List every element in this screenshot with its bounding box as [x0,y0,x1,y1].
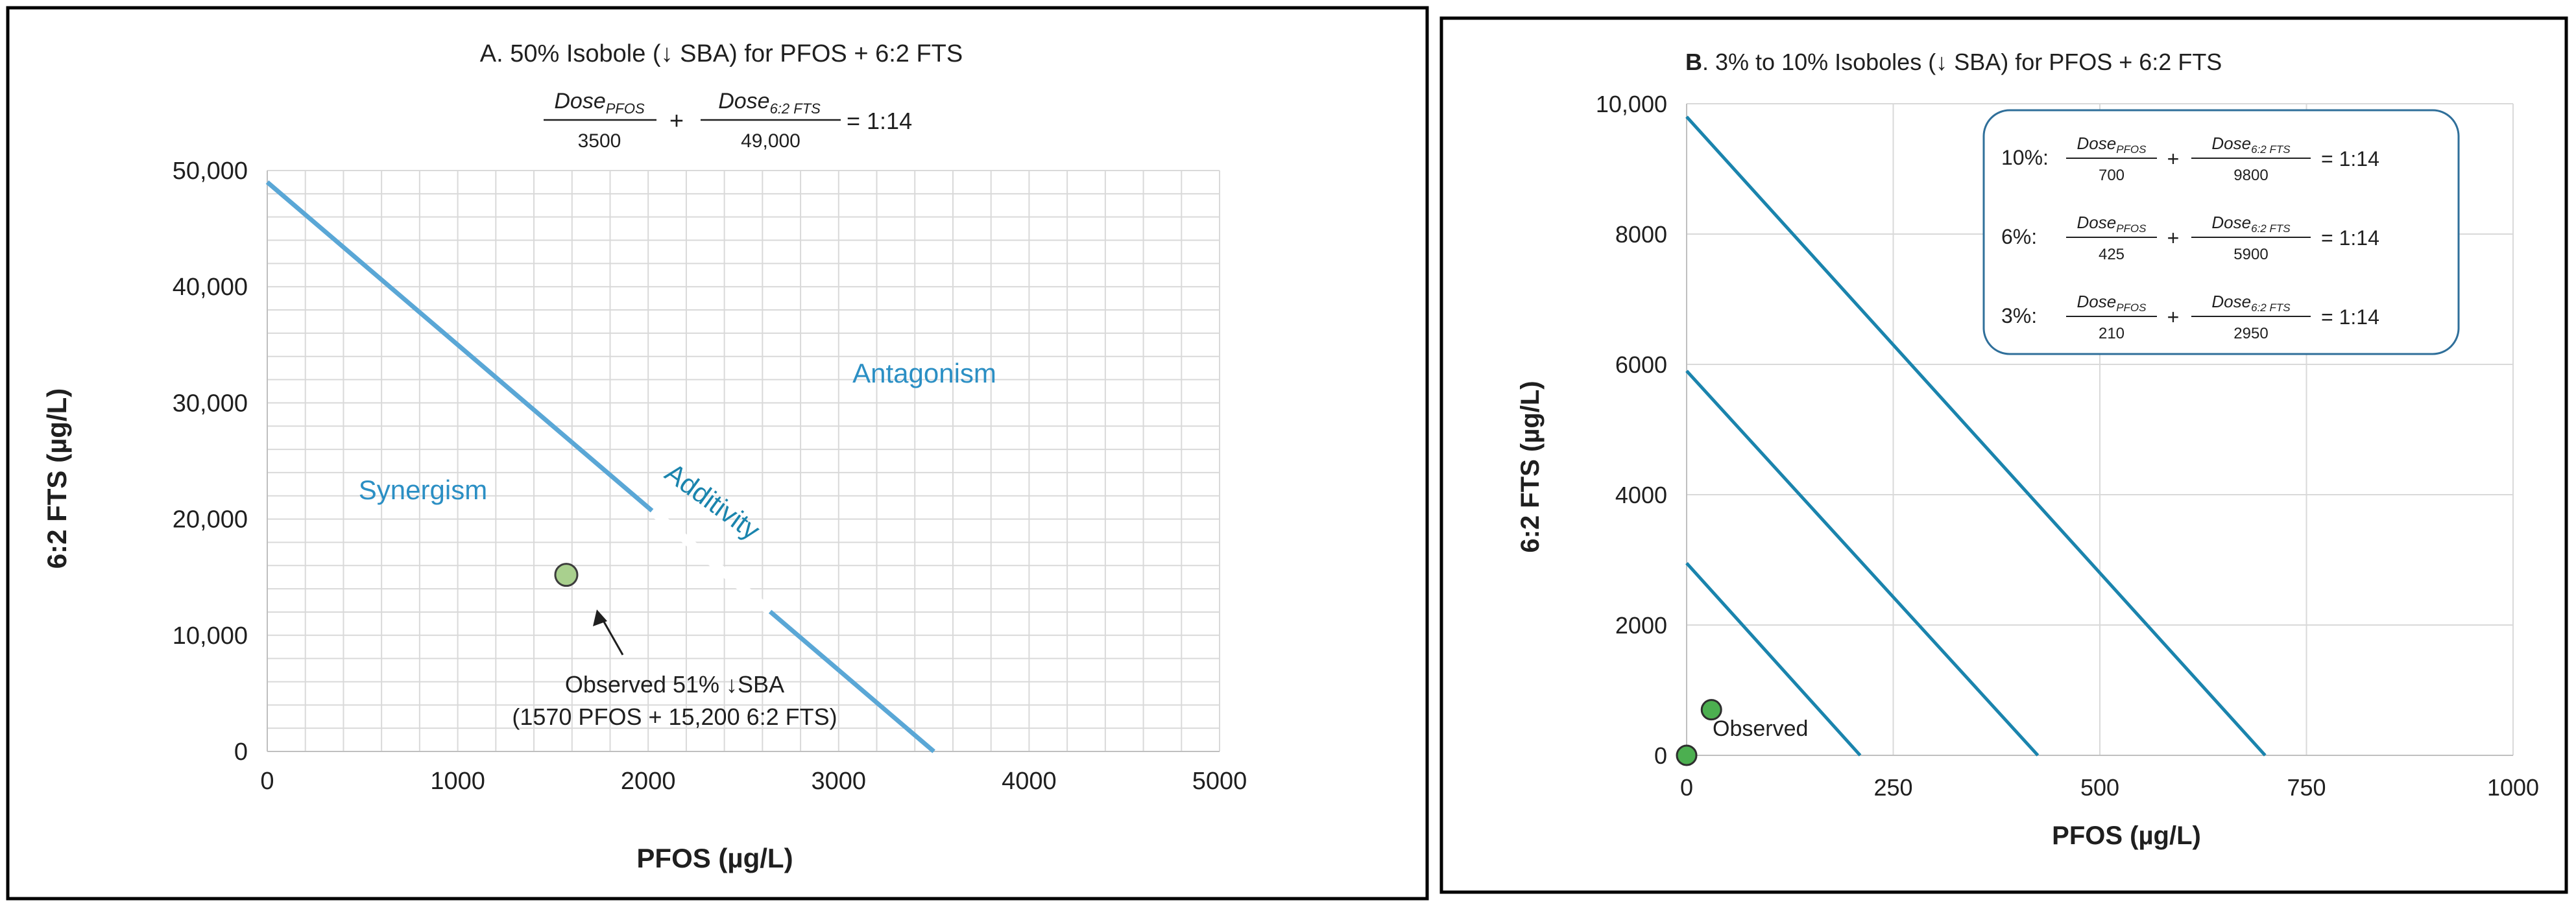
isobole-b-2 [1685,561,1862,757]
legend-row: 10%: DosePFOS 700 + Dose6:2 FTS 9800 = 1:14 [2001,134,2379,184]
legend-plus: + [2167,226,2180,250]
ytick-b: 10,000 [1596,91,1667,117]
legend-b-box [1982,109,2460,355]
ytick-a: 40,000 [173,274,248,301]
panel-a-ylabel: 6:2 FTS (µg/L) [42,388,72,569]
legend-den2: 2950 [2233,325,2268,342]
legend-rhs: = 1:14 [2321,226,2379,250]
legend-pct: 6%: [2001,225,2037,248]
xtick-b: 750 [2287,774,2326,801]
ytick-a: 50,000 [173,158,248,185]
panel-a-title: A. 50% Isobole (↓ SBA) for PFOS + 6:2 FT… [480,40,963,67]
legend-den1: 425 [2099,246,2125,263]
legend-den1: 210 [2099,325,2125,342]
ytick-b: 0 [1654,742,1667,769]
isobole-b-1 [1685,370,2040,757]
panel-b-ylabel: 6:2 FTS (µg/L) [1516,381,1545,552]
legend-num1: DosePFOS [2077,292,2147,314]
observed-arrow-head [593,609,607,626]
ytick-a: 20,000 [173,506,248,534]
legend-num2: Dose6:2 FTS [2211,134,2291,156]
plot-a-lines [265,180,935,753]
legend-pct: 10%: [2001,146,2049,169]
legend-plus: + [2167,305,2180,329]
panel-b-xlabel: PFOS (µg/L) [2052,821,2201,850]
ytick-b: 8000 [1615,221,1667,248]
panel-b: B. 3% to 10% Isoboles (↓ SBA) for PFOS +… [1439,16,2568,894]
legend-den2: 5900 [2233,246,2268,263]
plot-a-grid [267,170,1220,752]
xtick-a: 4000 [1002,768,1057,795]
eq-a-term2: Dose6:2 FTS [718,89,821,117]
legend-den2: 9800 [2233,167,2268,184]
ytick-b: 4000 [1615,482,1667,508]
legend-num2: Dose6:2 FTS [2211,213,2291,235]
isobole-b-0 [1685,115,2267,757]
observed-arrow-shaft [600,617,624,655]
ytick-a: 10,000 [173,622,248,650]
legend-num2: Dose6:2 FTS [2211,292,2291,314]
xtick-a: 5000 [1192,768,1247,795]
eq-a-term1: DosePFOS [554,89,645,117]
legend-rhs: = 1:14 [2321,147,2379,171]
label-antagonism: Antagonism [852,358,996,388]
xtick-b: 1000 [2487,774,2539,801]
legend-pct: 3%: [2001,304,2037,327]
observed-a-point [554,563,579,587]
isobole-a-50 [265,180,935,753]
ytick-b: 6000 [1615,351,1667,378]
panel-a-border [6,6,1429,901]
origin-b-point [1676,744,1698,766]
xtick-a: 3000 [812,768,867,795]
legend-rhs: = 1:14 [2321,305,2379,329]
legend-row: 3%: DosePFOS 210 + Dose6:2 FTS 2950 = 1:14 [2001,292,2379,342]
legend-plus: + [2167,147,2180,171]
eq-a-plus: + [669,108,684,135]
xtick-b: 0 [1680,774,1693,801]
panel-a-xlabel: PFOS (µg/L) [636,843,793,873]
legend-den1: 700 [2099,167,2125,184]
ytick-a: 0 [234,738,248,766]
xtick-a: 0 [260,768,274,795]
plot-a: 0 1000 2000 3000 4000 5000 0 10,000 20,000 30,000… [173,158,1247,795]
observed-a-label1: Observed 51% ↓SBA [565,671,784,698]
additivity-gap [649,507,773,615]
xtick-a: 2000 [621,768,676,795]
xtick-a: 1000 [430,768,485,795]
eq-a-den1: 3500 [578,130,621,152]
eq-a-rhs: = 1:14 [847,108,912,134]
panel-a-equation: DosePFOS 3500 + Dose6:2 FTS 49,000 = 1:1… [544,89,912,152]
legend-num1: DosePFOS [2077,213,2147,235]
eq-a-den2: 49,000 [741,130,800,152]
panel-b-title: B. 3% to 10% Isoboles (↓ SBA) for PFOS +… [1685,49,2222,75]
observed-a-label2: (1570 PFOS + 15,200 6:2 FTS) [512,703,837,730]
xtick-b: 500 [2080,774,2119,801]
observed-b-label: Observed [1713,716,1808,741]
observed-b-point [1700,699,1722,721]
panel-a: A. 50% Isobole (↓ SBA) for PFOS + 6:2 FT… [6,6,1429,901]
label-synergism: Synergism [359,475,487,505]
plot-b-ticks: 0 250 500 750 1000 0 2000 4000 6000 8000 10,000 [1596,91,2539,801]
legend-row: 6%: DosePFOS 425 + Dose6:2 FTS 5900 = 1:14 [2001,213,2379,263]
ytick-b: 2000 [1615,612,1667,639]
plot-a-ticks: 0 1000 2000 3000 4000 5000 0 10,000 20,000 30,000… [173,158,1247,795]
xtick-b: 250 [1873,774,1912,801]
legend-num1: DosePFOS [2077,134,2147,156]
ytick-a: 30,000 [173,390,248,417]
plot-b-lines [1676,115,2267,766]
